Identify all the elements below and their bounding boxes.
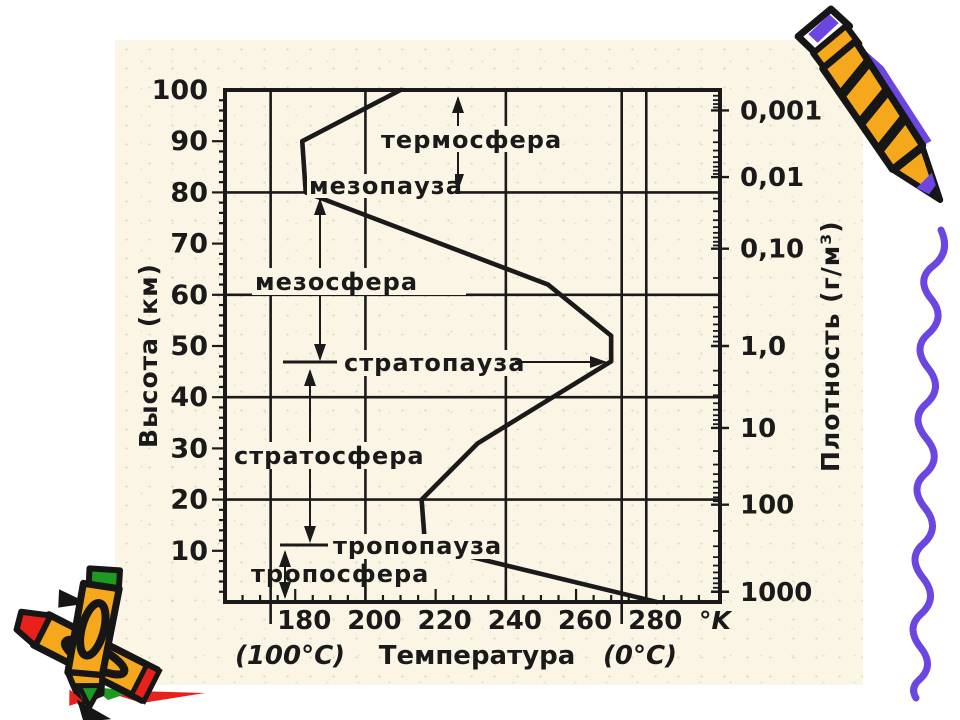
temperature-tick-label: 220 (417, 606, 471, 636)
density-tick-label: 0,001 (740, 96, 822, 126)
altitude-tick-label: 60 (170, 280, 208, 311)
x-axis-sub-labels: (100°C) Температура (0°C) (235, 641, 677, 671)
mesopause-label: мезопауза (309, 172, 463, 200)
mesosphere-label: мезосфера (255, 268, 418, 296)
density-tick-label: 10 (740, 414, 776, 444)
altitude-tick-label: 70 (170, 229, 208, 260)
temperature-tick-label: 260 (558, 606, 612, 636)
density-tick-label: 1,0 (740, 332, 786, 362)
thermosphere-label: термосфера (381, 126, 562, 154)
troposphere-label: тропосфера (251, 560, 429, 588)
temperature-tick-label: 200 (347, 606, 401, 636)
altitude-tick-label: 40 (170, 382, 208, 413)
temperature-tick-label: 240 (488, 606, 542, 636)
celsius-right-label: (0°C) (603, 641, 677, 671)
temperature-profile-curve (299, 87, 660, 605)
stratopause-label: стратопауза (344, 349, 525, 377)
stratosphere-label: стратосфера (234, 442, 425, 470)
altitude-tick-label: 90 (170, 126, 208, 157)
altitude-tick-label: 10 (170, 536, 208, 567)
density-tick-label: 100 (740, 491, 794, 521)
plot-border (223, 88, 722, 604)
altitude-tick-label: 100 (152, 75, 208, 106)
density-tick-label: 1000 (740, 578, 812, 608)
atmosphere-temperature-chart: 100 90 80 70 60 50 40 30 20 10 180 200 220 240 260 280 0… (134, 75, 845, 671)
text-masks (232, 126, 556, 559)
altitude-tick-label: 50 (170, 331, 208, 362)
density-tick-label: 0,01 (740, 163, 804, 193)
y-axis-right-title: Плотность (г/м³) (816, 220, 845, 472)
temperature-tick-label: 180 (277, 606, 331, 636)
altitude-tick-label: 20 (170, 485, 208, 516)
x-axis-title: Температура (379, 641, 576, 671)
scribble-icon (909, 226, 949, 702)
tropopause-label: тропопауза (333, 532, 502, 560)
chart-panel: 100 90 80 70 60 50 40 30 20 10 180 200 220 240 260 280 0… (115, 40, 863, 685)
y-axis-left-title: Высота (км) (134, 263, 163, 448)
altitude-tick-label: 80 (170, 177, 208, 208)
x-axis-unit-label: °K (699, 606, 733, 635)
density-tick-label: 0,10 (740, 235, 804, 265)
layer-annotations: термосфера мезопауза мезосфера стратопау… (234, 126, 562, 588)
celsius-left-label: (100°C) (235, 641, 345, 671)
temperature-tick-label: 280 (628, 606, 682, 636)
altitude-tick-label: 30 (170, 433, 208, 464)
